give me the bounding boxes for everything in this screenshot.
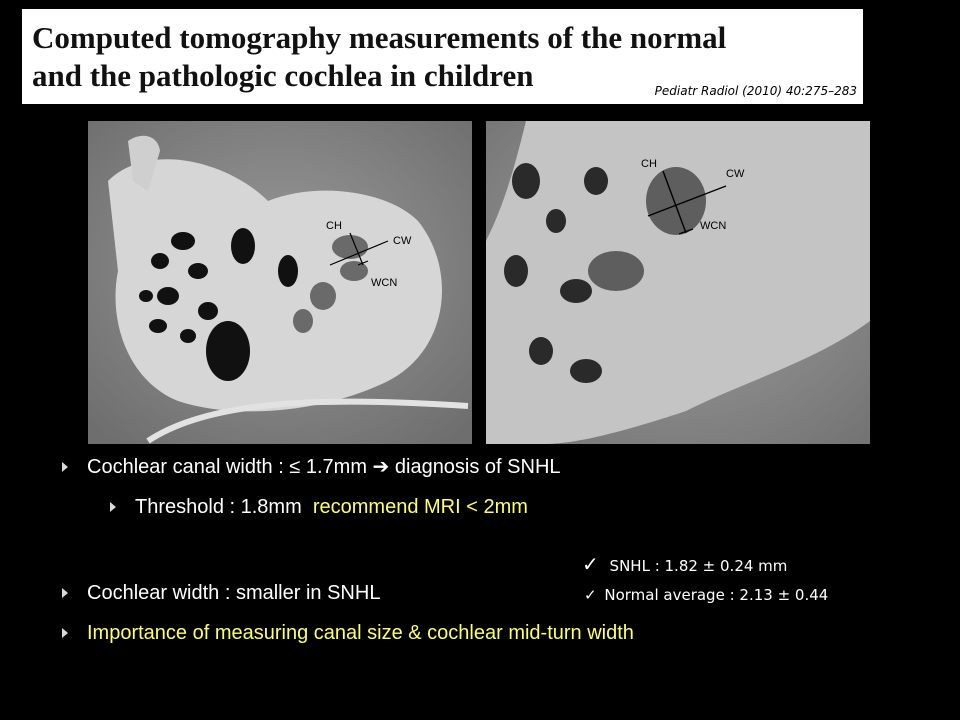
- bullet-cochlear-width: Cochlear width : smaller in SNHL: [62, 581, 380, 605]
- label-ch: CH: [326, 220, 342, 232]
- title-line-1: Computed tomography measurements of the …: [32, 20, 727, 55]
- citation: Pediatr Radiol (2010) 40:275–283: [654, 84, 857, 98]
- stat-text: Normal average : 2.13 ± 0.44: [604, 586, 829, 604]
- bullet-canal-width: Cochlear canal width : ≤ 1.7mm ➔ diagnos…: [62, 455, 561, 479]
- bullet-arrow-icon: [62, 588, 68, 598]
- bullet-text-rest: diagnosis of SNHL: [394, 456, 561, 478]
- bullet-arrow-icon: [110, 502, 116, 512]
- sub-bullet-threshold: Threshold : 1.8mm recommend MRI < 2mm: [110, 495, 528, 519]
- check-icon: ✓: [584, 586, 597, 604]
- label-wcn: WCN: [371, 277, 397, 289]
- ct-image-normal: CH CW WCN: [88, 121, 472, 444]
- stat-text: SNHL : 1.82 ± 0.24 mm: [609, 557, 788, 575]
- right-arrow-icon: ➔: [372, 456, 390, 478]
- bullet-importance: Importance of measuring canal size & coc…: [62, 621, 634, 645]
- label-wcn: WCN: [700, 220, 726, 232]
- bullet-arrow-icon: [62, 628, 68, 638]
- bullet-text: Cochlear width : smaller in SNHL: [87, 582, 381, 604]
- slide-title: Computed tomography measurements of the …: [32, 19, 862, 95]
- stat-normal: ✓ Normal average : 2.13 ± 0.44: [584, 586, 828, 604]
- bullet-arrow-icon: [62, 462, 68, 472]
- bullet-text: Importance of measuring canal size & coc…: [87, 622, 634, 644]
- label-ch: CH: [641, 158, 657, 170]
- stat-snhl: ✓ SNHL : 1.82 ± 0.24 mm: [582, 552, 787, 576]
- bullet-text: Threshold : 1.8mm: [135, 496, 302, 518]
- title-line-2: and the pathologic cochlea in children: [32, 58, 534, 93]
- label-cw: CW: [393, 235, 412, 247]
- check-icon: ✓: [582, 552, 599, 576]
- title-banner: Computed tomography measurements of the …: [22, 9, 863, 104]
- ct-image-pathologic: CH CW WCN: [486, 121, 870, 444]
- label-cw: CW: [726, 168, 745, 180]
- bullet-text: Cochlear canal width : ≤ 1.7mm: [87, 456, 367, 478]
- highlight-text: recommend MRI < 2mm: [312, 496, 528, 518]
